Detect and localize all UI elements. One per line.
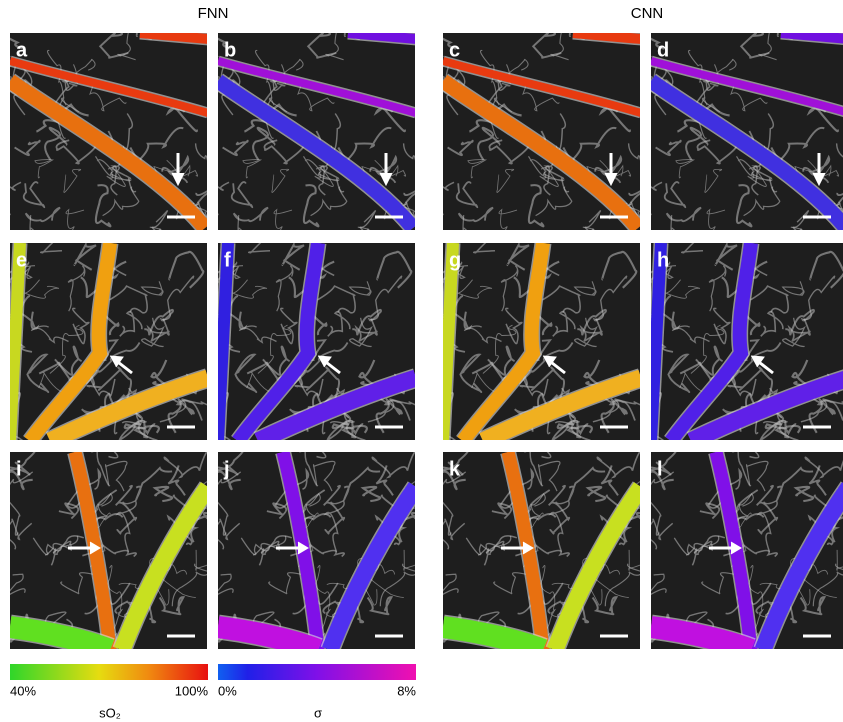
image-panel: g — [411, 216, 648, 460]
colorbar-title: sO₂ — [99, 705, 121, 720]
image-panel: j — [191, 432, 455, 652]
capillary — [0, 30, 10, 57]
panel-letter: k — [449, 458, 461, 480]
figure: FNN CNN 40% 100% sO₂ 0% 8% σ a b c d e f g h i j k… — [0, 0, 843, 722]
colorbar-title: σ — [314, 705, 322, 720]
colorbar-min-label: 0% — [218, 683, 237, 698]
vessel — [781, 33, 843, 39]
colorbar-max-label: 8% — [397, 683, 416, 698]
panel-letter: h — [657, 249, 669, 271]
panel-letter: j — [223, 458, 230, 480]
colorbar-max-label: 100% — [175, 683, 209, 698]
panel-letter: e — [16, 249, 27, 271]
panel-letter: i — [16, 458, 22, 480]
colorbar-min-label: 40% — [10, 683, 36, 698]
image-panel: a — [0, 6, 230, 264]
vessel — [573, 33, 641, 39]
capillary — [411, 311, 448, 327]
vessel — [140, 33, 208, 39]
colorbar — [218, 664, 416, 680]
image-panel: f — [186, 216, 423, 460]
image-panel: b — [181, 6, 439, 264]
image-panel: h — [619, 216, 843, 460]
column-header: FNN — [198, 5, 229, 22]
panel-letter: a — [16, 39, 28, 61]
panel-letter: f — [224, 249, 231, 271]
panel-letter: d — [657, 39, 669, 61]
image-panel: l — [624, 432, 843, 652]
image-panel: d — [614, 6, 843, 264]
panel-letter: b — [224, 39, 236, 61]
panel-letter: c — [449, 39, 460, 61]
capillary — [428, 204, 443, 228]
image-panel: k — [416, 432, 680, 652]
capillary — [0, 467, 10, 503]
panel-letter: l — [657, 458, 663, 480]
image-panel: e — [0, 216, 215, 460]
capillary — [0, 204, 10, 228]
column-header: CNN — [631, 5, 664, 22]
vessel — [348, 33, 416, 39]
image-panel: i — [0, 432, 247, 652]
panel-letter: g — [449, 249, 461, 271]
capillary — [416, 467, 444, 503]
image-panel: c — [406, 6, 664, 264]
colorbar — [10, 664, 208, 680]
